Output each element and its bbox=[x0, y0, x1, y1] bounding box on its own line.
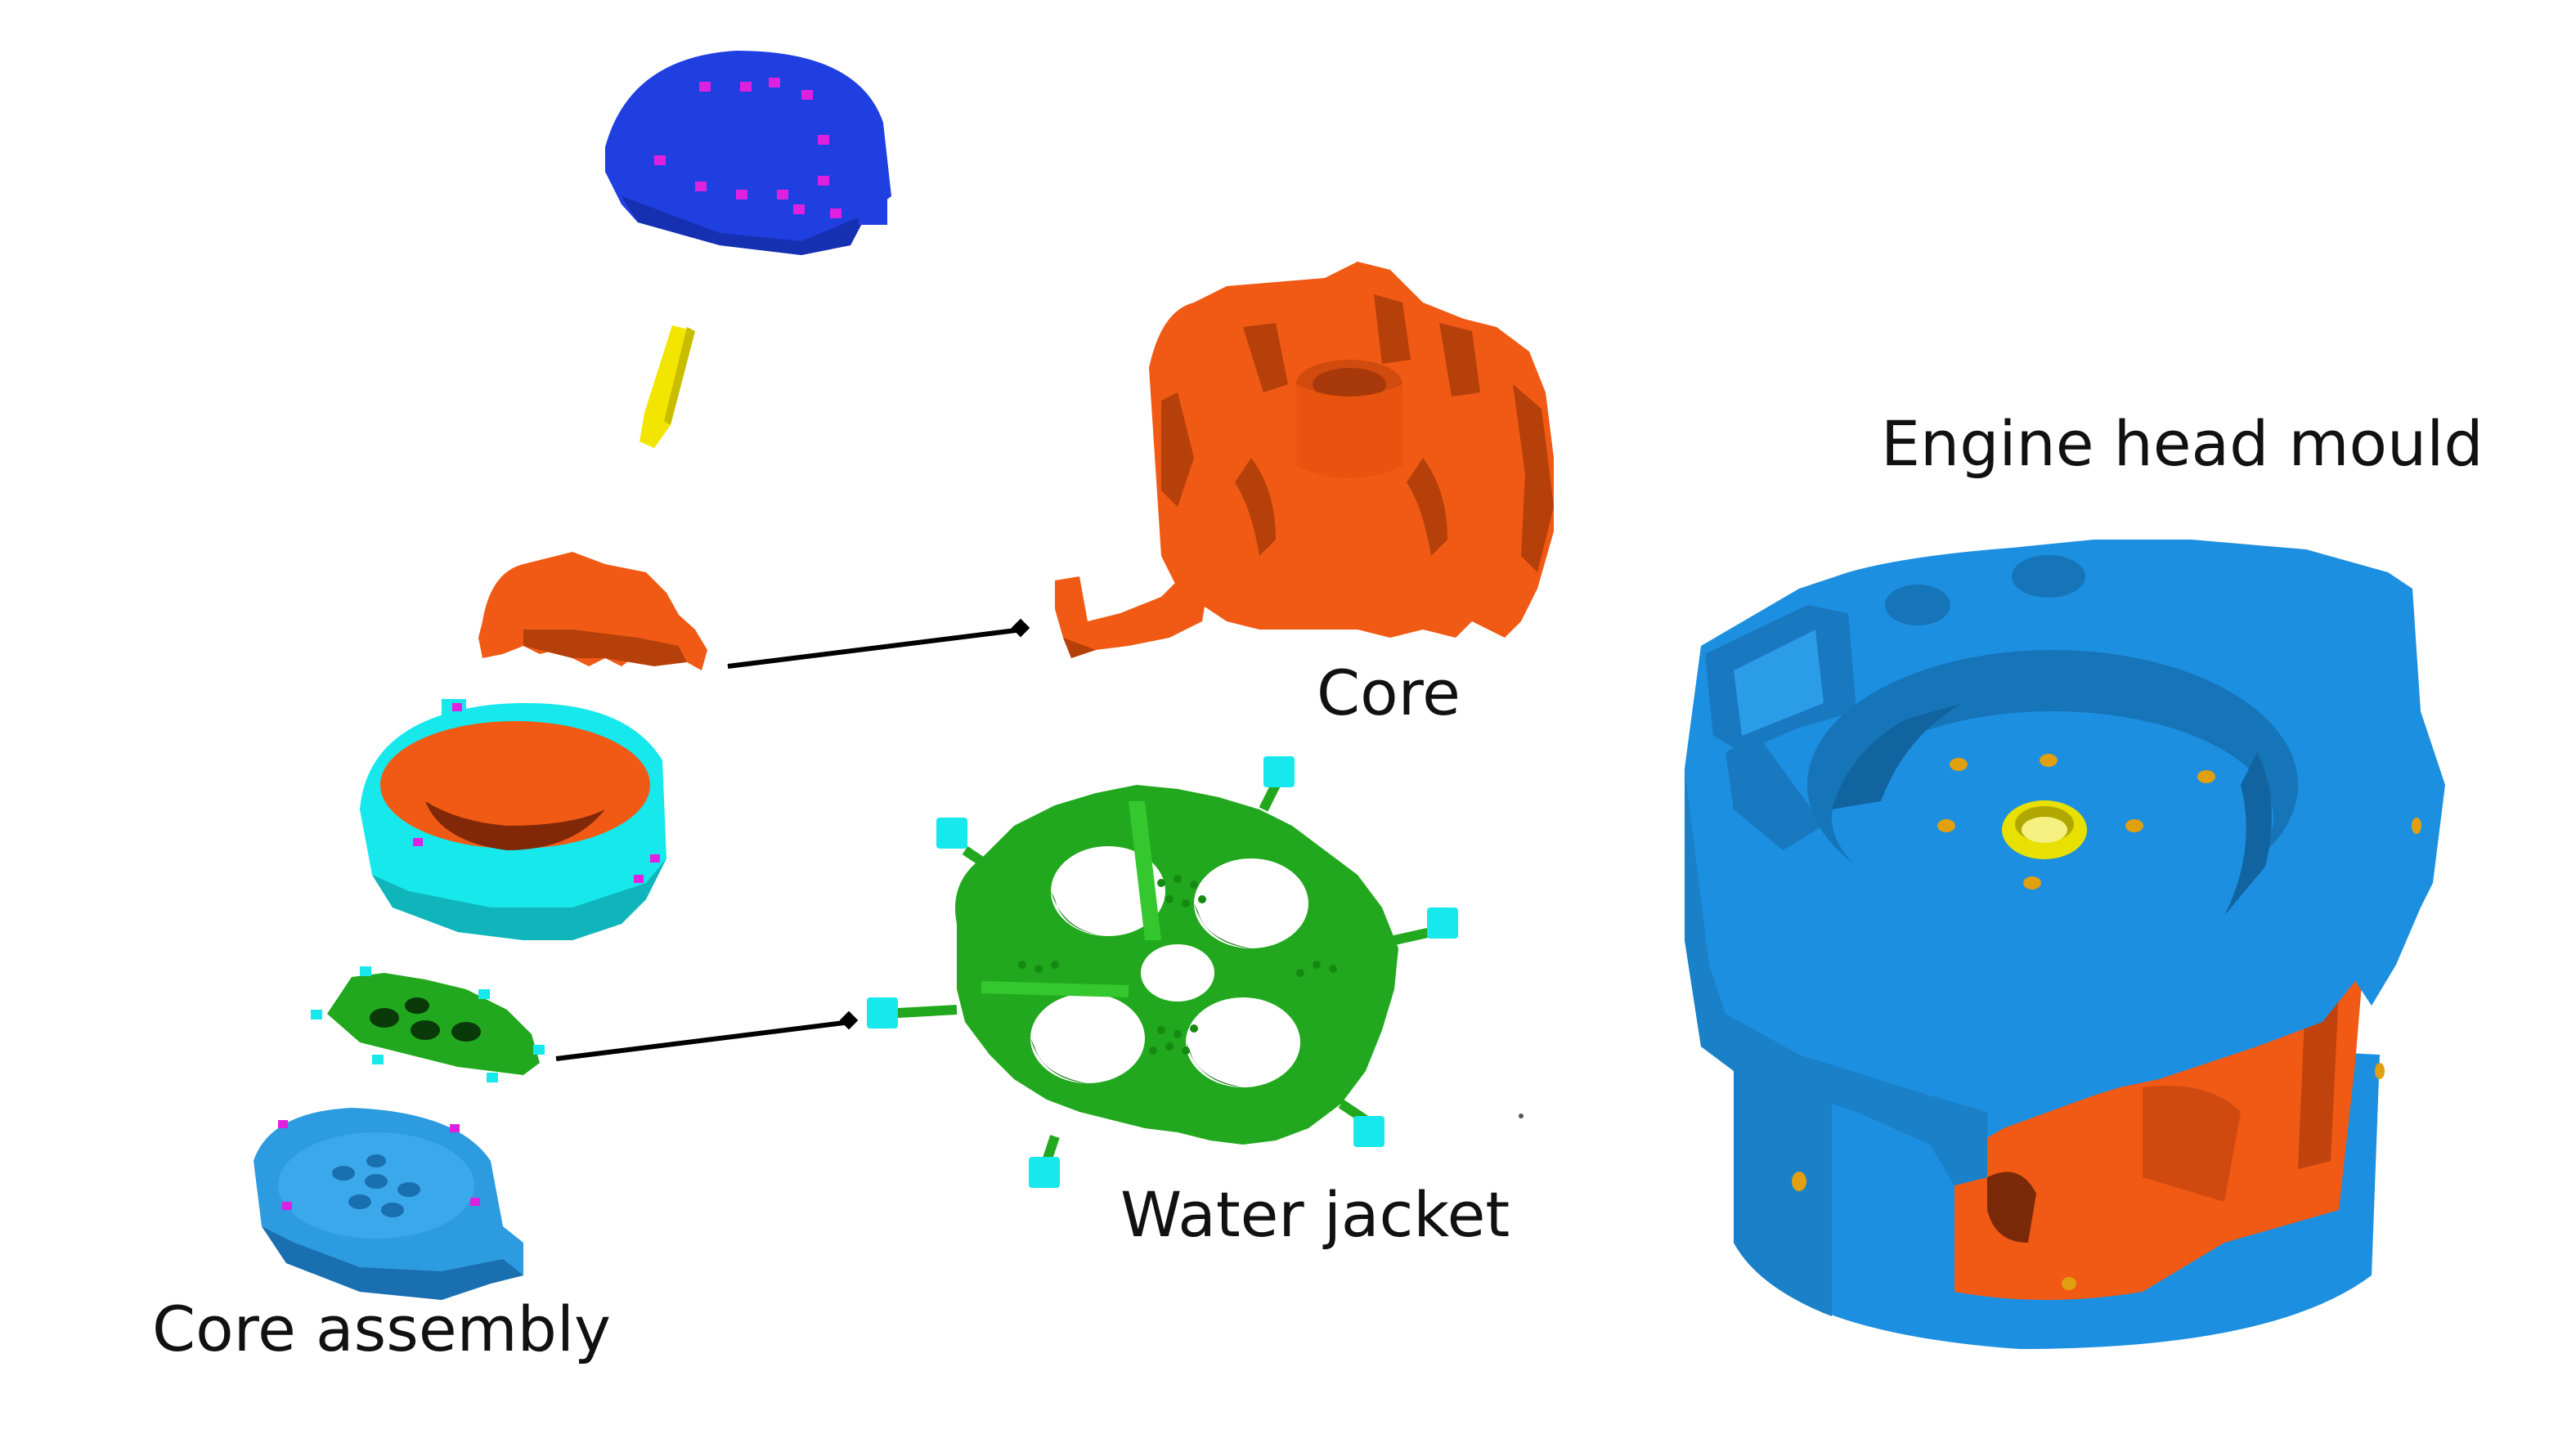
stray-dot bbox=[1519, 1114, 1524, 1118]
core-assembly-label: Core assembly bbox=[152, 1293, 611, 1365]
water-jacket-label: Water jacket bbox=[1120, 1178, 1510, 1251]
base-plate-icon bbox=[254, 1108, 523, 1300]
water-jacket-icon bbox=[867, 756, 1458, 1188]
core-connector-arrow bbox=[727, 618, 1030, 669]
core-detail-icon bbox=[1055, 262, 1554, 658]
top-cover-part-icon bbox=[605, 51, 891, 255]
engine-head-mould-label: Engine head mould bbox=[1881, 407, 2484, 480]
water-jacket-connector-arrow bbox=[555, 1011, 859, 1061]
locating-pin-icon bbox=[640, 325, 695, 448]
engine-head-mould-icon bbox=[1685, 540, 2445, 1349]
water-jacket-small-icon bbox=[311, 966, 545, 1082]
sand-core-icon bbox=[478, 552, 707, 670]
mould-ring-icon bbox=[360, 699, 666, 940]
core-label: Core bbox=[1317, 657, 1461, 729]
